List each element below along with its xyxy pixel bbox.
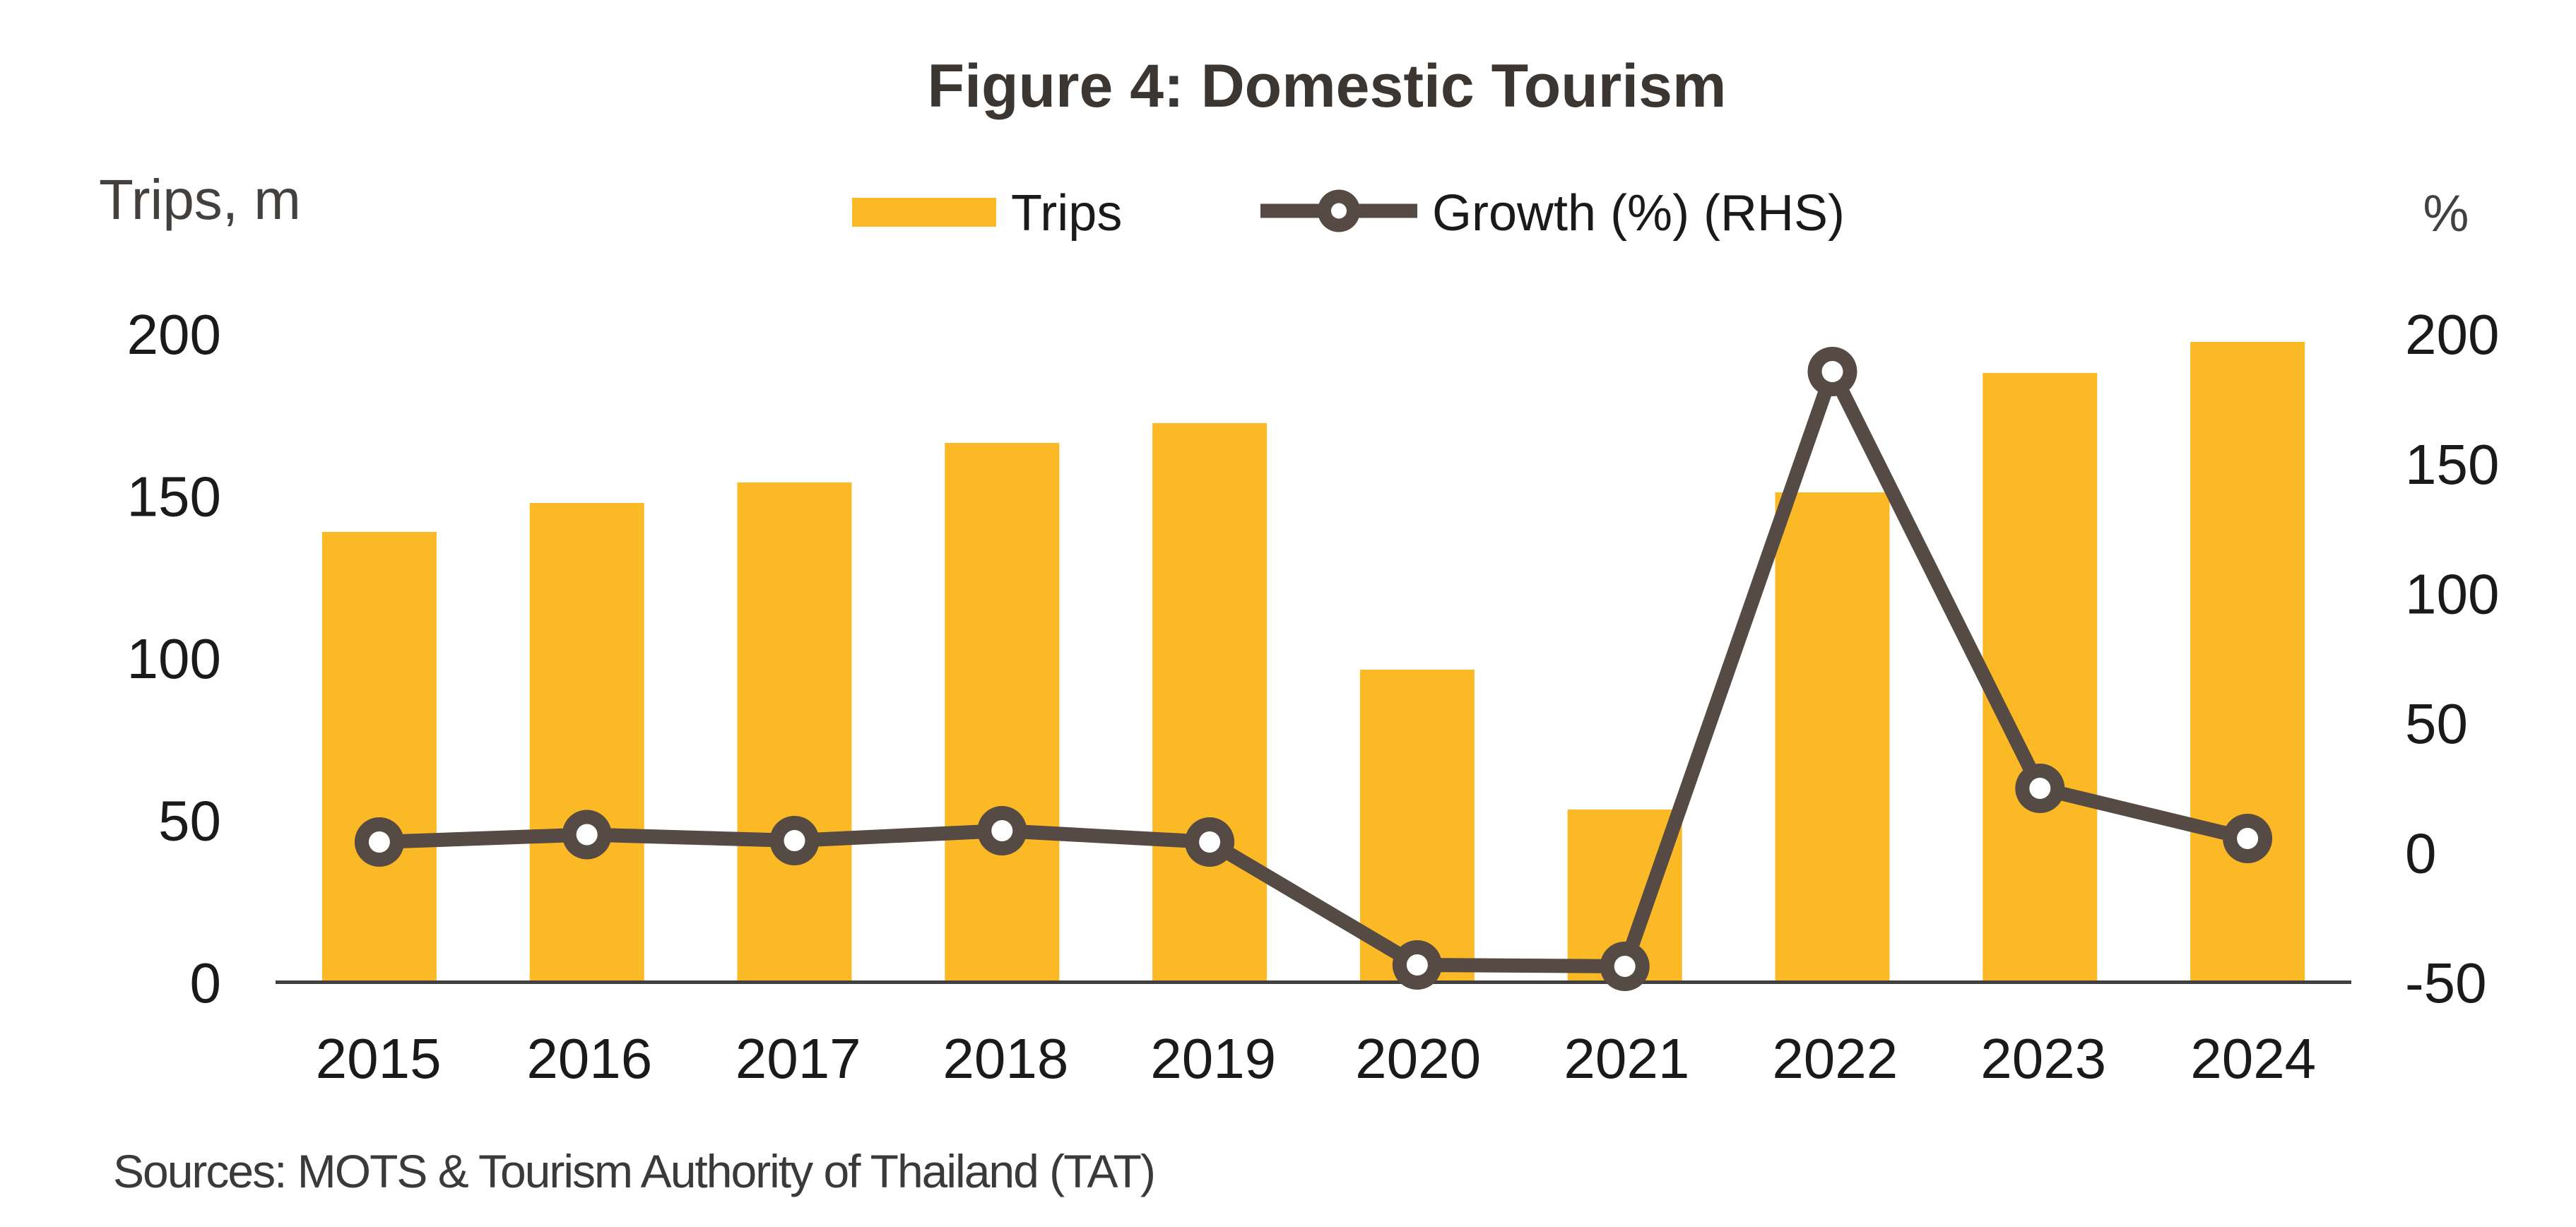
svg-text:2020: 2020 — [1355, 1027, 1481, 1090]
svg-text:2018: 2018 — [943, 1027, 1068, 1090]
svg-text:2022: 2022 — [1772, 1027, 1898, 1090]
svg-text:0: 0 — [2405, 822, 2437, 885]
svg-text:200: 200 — [2405, 303, 2499, 366]
svg-text:2024: 2024 — [2190, 1027, 2316, 1090]
svg-text:100: 100 — [2405, 562, 2499, 625]
svg-text:150: 150 — [127, 466, 221, 528]
svg-text:Growth (%) (RHS): Growth (%) (RHS) — [1432, 185, 1845, 242]
svg-text:2021: 2021 — [1564, 1027, 1689, 1090]
svg-text:50: 50 — [158, 790, 221, 853]
svg-text:50: 50 — [2405, 692, 2468, 755]
svg-text:Trips, m: Trips, m — [99, 168, 301, 231]
svg-text:Figure 4: Domestic Tourism: Figure 4: Domestic Tourism — [928, 52, 1727, 120]
svg-text:Sources: MOTS & Tourism Author: Sources: MOTS & Tourism Authority of Tha… — [113, 1145, 1154, 1197]
svg-text:2016: 2016 — [526, 1027, 652, 1090]
svg-text:2015: 2015 — [316, 1027, 442, 1090]
svg-text:100: 100 — [127, 627, 221, 690]
svg-text:Trips: Trips — [1011, 185, 1122, 242]
svg-text:2023: 2023 — [1980, 1027, 2106, 1090]
svg-text:0: 0 — [190, 952, 222, 1014]
svg-text:%: % — [2423, 185, 2469, 242]
svg-text:200: 200 — [127, 303, 221, 366]
svg-text:2019: 2019 — [1150, 1027, 1276, 1090]
svg-text:2017: 2017 — [735, 1027, 861, 1090]
svg-text:150: 150 — [2405, 433, 2499, 496]
svg-text:-50: -50 — [2405, 952, 2487, 1014]
